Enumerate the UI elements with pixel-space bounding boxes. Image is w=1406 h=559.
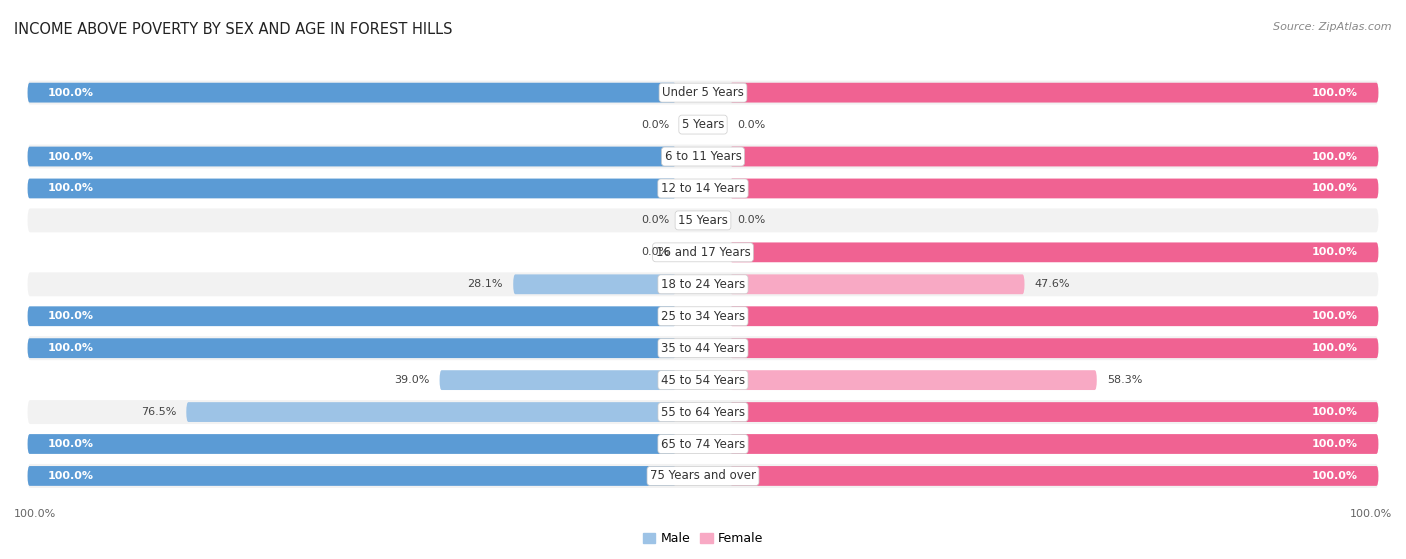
FancyBboxPatch shape: [28, 432, 1378, 456]
FancyBboxPatch shape: [28, 177, 1378, 201]
Text: 47.6%: 47.6%: [1035, 280, 1070, 290]
Text: 0.0%: 0.0%: [641, 215, 669, 225]
FancyBboxPatch shape: [28, 434, 676, 454]
Text: 75 Years and over: 75 Years and over: [650, 470, 756, 482]
FancyBboxPatch shape: [28, 112, 1378, 136]
Text: 16 and 17 Years: 16 and 17 Years: [655, 246, 751, 259]
Text: 100.0%: 100.0%: [1312, 471, 1358, 481]
Text: 100.0%: 100.0%: [48, 311, 94, 321]
Text: 100.0%: 100.0%: [1312, 439, 1358, 449]
Text: 100.0%: 100.0%: [48, 183, 94, 193]
Text: 0.0%: 0.0%: [641, 247, 669, 257]
FancyBboxPatch shape: [28, 80, 1378, 105]
FancyBboxPatch shape: [730, 274, 1025, 294]
Legend: Male, Female: Male, Female: [638, 527, 768, 550]
FancyBboxPatch shape: [440, 370, 676, 390]
Text: 100.0%: 100.0%: [1312, 343, 1358, 353]
FancyBboxPatch shape: [28, 306, 676, 326]
Text: 100.0%: 100.0%: [48, 343, 94, 353]
Text: 0.0%: 0.0%: [737, 120, 765, 130]
Text: 28.1%: 28.1%: [468, 280, 503, 290]
Text: 100.0%: 100.0%: [1312, 311, 1358, 321]
FancyBboxPatch shape: [28, 83, 676, 102]
FancyBboxPatch shape: [28, 272, 1378, 296]
Text: 15 Years: 15 Years: [678, 214, 728, 227]
Text: 76.5%: 76.5%: [141, 407, 176, 417]
Text: 100.0%: 100.0%: [1312, 407, 1358, 417]
Text: 100.0%: 100.0%: [14, 509, 56, 519]
FancyBboxPatch shape: [28, 209, 1378, 233]
Text: 25 to 34 Years: 25 to 34 Years: [661, 310, 745, 323]
FancyBboxPatch shape: [28, 145, 1378, 168]
Text: 100.0%: 100.0%: [48, 151, 94, 162]
Text: 6 to 11 Years: 6 to 11 Years: [665, 150, 741, 163]
FancyBboxPatch shape: [28, 240, 1378, 264]
FancyBboxPatch shape: [28, 304, 1378, 328]
FancyBboxPatch shape: [28, 336, 1378, 360]
FancyBboxPatch shape: [730, 146, 1378, 167]
FancyBboxPatch shape: [28, 368, 1378, 392]
Text: 12 to 14 Years: 12 to 14 Years: [661, 182, 745, 195]
Text: 100.0%: 100.0%: [48, 471, 94, 481]
Text: 100.0%: 100.0%: [1312, 151, 1358, 162]
Text: 65 to 74 Years: 65 to 74 Years: [661, 438, 745, 451]
FancyBboxPatch shape: [28, 178, 676, 198]
Text: 58.3%: 58.3%: [1107, 375, 1142, 385]
FancyBboxPatch shape: [730, 402, 1378, 422]
Text: 100.0%: 100.0%: [1312, 247, 1358, 257]
Text: 100.0%: 100.0%: [1350, 509, 1392, 519]
FancyBboxPatch shape: [28, 338, 676, 358]
Text: Source: ZipAtlas.com: Source: ZipAtlas.com: [1274, 22, 1392, 32]
FancyBboxPatch shape: [730, 338, 1378, 358]
FancyBboxPatch shape: [730, 306, 1378, 326]
Text: 100.0%: 100.0%: [1312, 183, 1358, 193]
FancyBboxPatch shape: [186, 402, 676, 422]
FancyBboxPatch shape: [730, 370, 1097, 390]
FancyBboxPatch shape: [513, 274, 676, 294]
Text: 18 to 24 Years: 18 to 24 Years: [661, 278, 745, 291]
FancyBboxPatch shape: [28, 466, 676, 486]
Text: 39.0%: 39.0%: [394, 375, 429, 385]
Text: 45 to 54 Years: 45 to 54 Years: [661, 373, 745, 387]
Text: 0.0%: 0.0%: [641, 120, 669, 130]
FancyBboxPatch shape: [28, 400, 1378, 424]
Text: 100.0%: 100.0%: [1312, 88, 1358, 98]
Text: 100.0%: 100.0%: [48, 88, 94, 98]
Text: INCOME ABOVE POVERTY BY SEX AND AGE IN FOREST HILLS: INCOME ABOVE POVERTY BY SEX AND AGE IN F…: [14, 22, 453, 37]
FancyBboxPatch shape: [730, 466, 1378, 486]
Text: 35 to 44 Years: 35 to 44 Years: [661, 342, 745, 354]
FancyBboxPatch shape: [730, 178, 1378, 198]
Text: 100.0%: 100.0%: [48, 439, 94, 449]
Text: 0.0%: 0.0%: [737, 215, 765, 225]
FancyBboxPatch shape: [730, 243, 1378, 262]
FancyBboxPatch shape: [730, 434, 1378, 454]
FancyBboxPatch shape: [28, 464, 1378, 488]
Text: 5 Years: 5 Years: [682, 118, 724, 131]
FancyBboxPatch shape: [28, 146, 676, 167]
FancyBboxPatch shape: [730, 83, 1378, 102]
Text: 55 to 64 Years: 55 to 64 Years: [661, 406, 745, 419]
Text: Under 5 Years: Under 5 Years: [662, 86, 744, 99]
